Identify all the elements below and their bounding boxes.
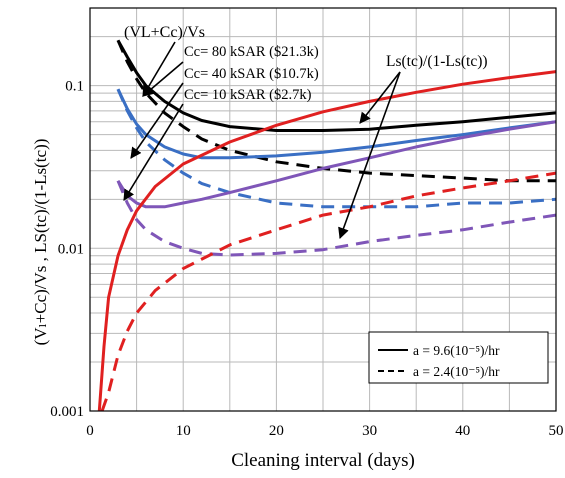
legend: a = 9.6(10⁻⁵)/hr a = 2.4(10⁻⁵)/hr [368, 331, 549, 384]
y-tick-label: 0.01 [58, 241, 84, 257]
arrow-ls-dashed [338, 71, 401, 240]
y-tick-label: 0.001 [50, 404, 84, 420]
annotation-cc-40: Cc= 40 kSAR ($10.7k) [184, 66, 319, 82]
x-tick-label: 50 [549, 423, 564, 439]
x-tick-label: 40 [455, 423, 470, 439]
arrow-cc-40 [130, 82, 184, 159]
series-line-4 [116, 120, 556, 209]
annotation-vl-cc-vs: (VL+Cc)/Vs [124, 24, 205, 41]
legend-label-solid: a = 9.6(10⁻⁵)/hr [413, 343, 500, 358]
legend-box [368, 331, 549, 384]
arrow-ls-solid [359, 71, 401, 124]
arrow-cc-80 [142, 61, 184, 97]
series-line-5 [116, 180, 556, 257]
series-line-7 [100, 171, 556, 411]
x-tick-label: 20 [269, 423, 284, 439]
series-layer [97, 39, 556, 411]
x-axis-label: Cleaning interval (days) [231, 450, 415, 471]
annotation-arrows [123, 41, 401, 240]
annotation-cc-10: Cc= 10 kSAR ($2.7k) [184, 87, 312, 103]
series-line-0 [116, 39, 556, 132]
annotation-ls-ratio: Ls(tc)/(1-Ls(tc)) [386, 53, 488, 70]
series-line-2 [116, 88, 556, 160]
series-line-1 [116, 39, 556, 183]
arrow-vl-cc-vs [142, 41, 176, 97]
arrow-cc-10 [123, 103, 184, 201]
series-line-6 [97, 70, 556, 411]
annotation-cc-80: Cc= 80 kSAR ($21.3k) [184, 44, 319, 60]
y-tick-label: 0.1 [65, 79, 84, 95]
x-tick-label: 0 [86, 423, 94, 439]
y-axis-label: (Vₗ+Cc)/Vs , LS(tc)/(1-Ls(tc)) [31, 139, 50, 346]
x-tick-label: 10 [176, 423, 191, 439]
tick-labels: 0 10 20 30 40 50 0.001 0.01 0.1 [50, 79, 563, 439]
plot-frame [89, 7, 557, 412]
legend-label-dashed: a = 2.4(10⁻⁵)/hr [413, 364, 500, 379]
x-tick-label: 30 [362, 423, 377, 439]
